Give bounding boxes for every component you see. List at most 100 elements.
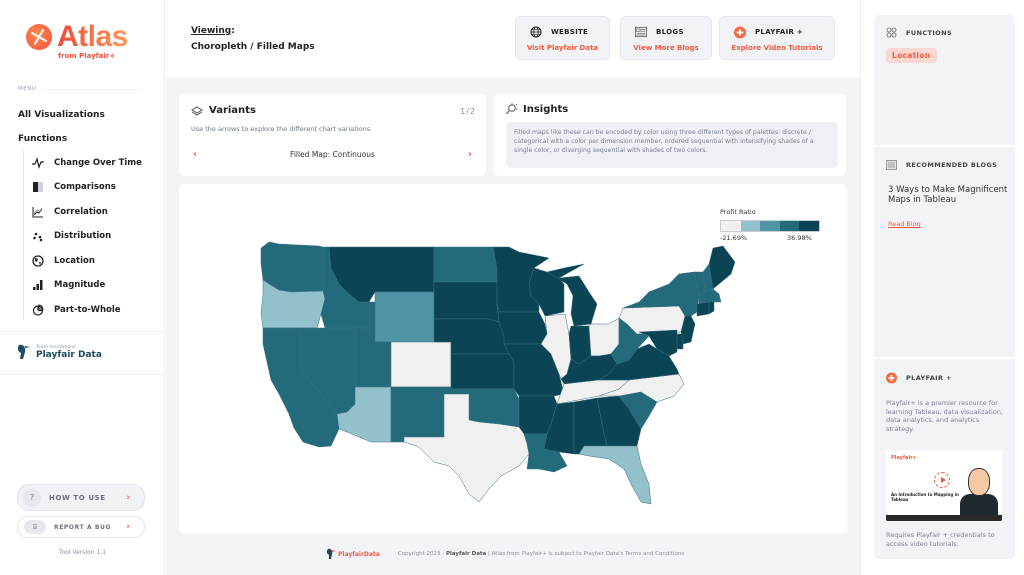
footer-brand[interactable]: PlayfairData xyxy=(326,548,380,560)
next-variant-button[interactable]: › xyxy=(467,149,473,160)
state-WY[interactable] xyxy=(374,291,435,343)
header: Viewing: Choropleth / Filled Maps WEBSIT… xyxy=(166,0,860,78)
report-bug-label: REPORT A BUG xyxy=(54,523,112,531)
play-icon[interactable] xyxy=(934,472,950,488)
state-CO[interactable] xyxy=(390,341,452,388)
atlas-logo-icon xyxy=(26,24,52,50)
team-innovations-link[interactable]: Team Innovations Playfair Data xyxy=(16,343,102,361)
website-button[interactable]: WEBSITE Visit Playfair Data xyxy=(515,16,610,60)
state-SD[interactable] xyxy=(433,281,500,323)
playfair-plus-panel: PLAYFAIR + Playfair+ is a premier resour… xyxy=(874,359,1015,559)
state-CT[interactable] xyxy=(696,301,710,317)
bar-signal-icon xyxy=(32,279,44,291)
line-wave-icon xyxy=(32,157,44,169)
state-RI[interactable] xyxy=(708,301,715,315)
team-name: Playfair Data xyxy=(36,349,102,360)
brand-name: Atlas xyxy=(57,20,128,53)
state-ND[interactable] xyxy=(433,246,498,283)
read-blog-link[interactable]: Read Blog xyxy=(888,220,921,228)
playfair-plus-button[interactable]: PLAYFAIR + Explore Video Tutorials xyxy=(719,16,835,60)
function-tag-location[interactable]: Location xyxy=(886,48,937,63)
playfair-plus-link[interactable]: Explore Video Tutorials xyxy=(731,44,823,52)
nav-all-visualizations[interactable]: All Visualizations xyxy=(18,110,105,120)
contrast-bar-icon xyxy=(32,181,44,193)
divider xyxy=(0,374,165,375)
playfair-plus-heading: PLAYFAIR + xyxy=(886,372,952,383)
video-thumbnail[interactable]: Playfair+ An Introduction to Mapping in … xyxy=(886,450,1002,521)
playfair-plus-title: PLAYFAIR + xyxy=(906,373,952,382)
sidebar-item-distribution[interactable]: Distribution xyxy=(32,230,111,242)
tool-version: Tool Version 1.1 xyxy=(58,549,107,556)
footer-brand-text: PlayfairData xyxy=(338,550,380,558)
blogs-heading: RECOMMENDED BLOGS xyxy=(886,159,997,170)
state-VA[interactable] xyxy=(598,343,680,381)
nav-functions[interactable]: Functions xyxy=(18,134,68,144)
us-choropleth-map[interactable] xyxy=(179,184,847,534)
sidebar-item-label: Location xyxy=(54,256,95,266)
website-link[interactable]: Visit Playfair Data xyxy=(526,44,599,52)
variants-description: Use the arrows to explore the different … xyxy=(191,125,373,133)
state-MI[interactable] xyxy=(546,263,598,327)
globe-icon xyxy=(530,26,542,38)
menu-label: MENU xyxy=(18,86,37,92)
globe-icon xyxy=(32,255,44,267)
color-legend xyxy=(720,220,820,232)
state-MS[interactable] xyxy=(543,401,575,455)
pie-icon xyxy=(32,304,44,316)
state-FL[interactable] xyxy=(578,445,652,505)
bug-icon: ⌸ xyxy=(24,520,46,534)
presenter-body xyxy=(960,494,998,516)
legend-step xyxy=(721,221,741,231)
state-TX[interactable] xyxy=(403,393,530,503)
variants-card: Variants 1/2 Use the arrows to explore t… xyxy=(179,94,486,176)
sidebar-item-comparisons[interactable]: Comparisons xyxy=(32,181,116,193)
blogs-link[interactable]: View More Blogs xyxy=(633,44,699,52)
video-title: An Introduction to Mapping in Tableau xyxy=(891,492,959,502)
playfair-plus-title: PLAYFAIR + xyxy=(755,28,804,36)
legend-title: Profit Ratio xyxy=(720,208,756,216)
plus-circle-icon xyxy=(886,372,897,383)
variant-counter: 1/2 xyxy=(460,107,476,116)
page-title: Choropleth / Filled Maps xyxy=(191,42,315,52)
blogs-button[interactable]: BLOGS View More Blogs xyxy=(620,16,712,60)
state-NC[interactable] xyxy=(598,373,685,403)
blog-title[interactable]: 3 Ways to Make Magnificent Maps in Table… xyxy=(888,185,1008,205)
atlas-logo[interactable]: Atlas xyxy=(26,22,128,52)
footer-terms[interactable]: | Atlas from Playfair+ is subject to Pla… xyxy=(488,551,685,557)
insights-card: Insights Filled maps like these can be e… xyxy=(494,94,846,176)
lightbulb-icon xyxy=(506,103,518,115)
right-sidebar: FUNCTIONS Location RECOMMENDED BLOGS 3 W… xyxy=(860,0,1024,575)
sidebar-item-label: Magnitude xyxy=(54,280,106,290)
state-NM[interactable] xyxy=(390,386,445,443)
state-NJ[interactable] xyxy=(680,315,696,345)
report-bug-button[interactable]: ⌸ REPORT A BUG › xyxy=(17,516,145,538)
current-variant-label: Filled Map: Continuous xyxy=(290,150,375,159)
chevron-right-icon: › xyxy=(126,522,130,532)
state-MD[interactable] xyxy=(638,329,678,357)
sidebar-item-label: Change Over Time xyxy=(54,158,142,168)
video-brand: Playfair+ xyxy=(891,455,917,461)
sidebar-item-correlation[interactable]: Correlation xyxy=(32,206,108,218)
newspaper-icon xyxy=(886,159,897,170)
state-DE[interactable] xyxy=(676,333,684,350)
presenter-face xyxy=(968,468,990,496)
insights-title: Insights xyxy=(505,103,568,115)
sidebar-item-label: Part-to-Whole xyxy=(54,305,121,315)
previous-variant-button[interactable]: ‹ xyxy=(192,149,198,160)
state-ME[interactable] xyxy=(708,245,736,290)
legend-step xyxy=(779,221,799,231)
sidebar-item-location[interactable]: Location xyxy=(32,255,95,267)
video-controls-bar[interactable] xyxy=(886,515,1002,521)
kingfisher-icon xyxy=(17,344,30,359)
sidebar-item-change-over-time[interactable]: Change Over Time xyxy=(32,157,142,169)
sidebar-item-magnitude[interactable]: Magnitude xyxy=(32,279,105,291)
insights-title-text: Insights xyxy=(523,103,569,115)
team-sub: Team Innovations xyxy=(36,344,76,350)
main-content: Viewing: Choropleth / Filled Maps WEBSIT… xyxy=(166,0,860,575)
chevron-right-icon: › xyxy=(126,492,130,503)
sidebar-item-part-to-whole[interactable]: Part-to-Whole xyxy=(32,304,121,316)
how-to-use-label: HOW TO USE xyxy=(49,493,106,502)
how-to-use-button[interactable]: ? HOW TO USE › xyxy=(17,484,145,511)
question-icon: ? xyxy=(23,488,41,507)
state-KS[interactable] xyxy=(450,353,515,390)
